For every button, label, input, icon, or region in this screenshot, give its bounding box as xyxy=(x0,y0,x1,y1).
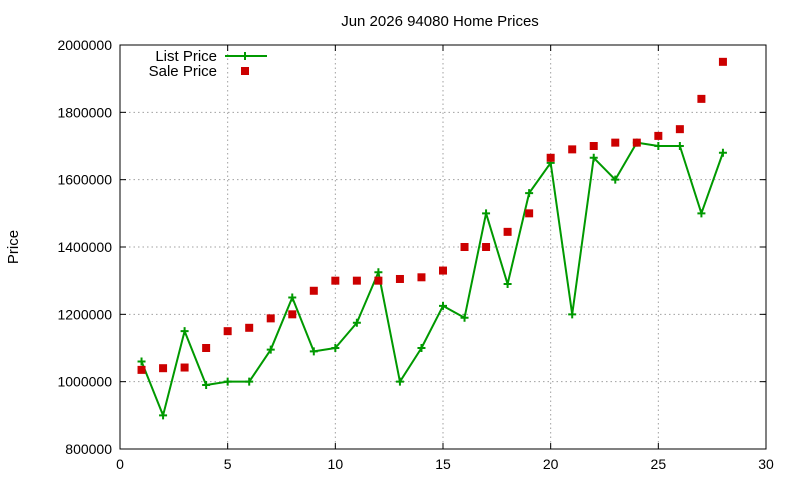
list-price-point xyxy=(331,344,340,352)
list-price-point xyxy=(439,301,447,310)
y-tick-label: 800000 xyxy=(65,441,112,457)
sale-price-point xyxy=(395,274,404,283)
sale-price-point xyxy=(374,276,383,285)
list-price-line xyxy=(140,141,724,417)
sale-price-point xyxy=(525,209,534,218)
series-sale-price xyxy=(137,57,727,374)
y-axis: 800000 1000000 1200000 1400000 1600000 180000… xyxy=(57,37,766,457)
list-price-point xyxy=(395,377,404,386)
y-tick-label: 2000000 xyxy=(57,37,112,53)
y-tick-label: 1400000 xyxy=(57,239,112,255)
list-price-point xyxy=(352,318,361,327)
list-price-point xyxy=(589,153,598,162)
sale-price-point xyxy=(675,125,684,134)
list-price-point xyxy=(417,344,426,352)
x-tick-label: 5 xyxy=(224,456,232,472)
sale-price-point xyxy=(309,286,318,295)
sale-price-point xyxy=(352,276,361,285)
sale-price-point xyxy=(503,227,512,236)
sale-price-point xyxy=(460,243,469,251)
list-price-point xyxy=(180,327,189,336)
list-price-point xyxy=(503,280,512,289)
y-axis-label: Price xyxy=(5,230,22,264)
sale-price-point xyxy=(568,145,577,154)
x-tick-label: 25 xyxy=(651,456,667,472)
sale-price-point xyxy=(202,344,211,352)
list-price-point xyxy=(288,293,297,302)
list-price-point xyxy=(245,377,254,386)
sale-price-point xyxy=(546,153,555,162)
list-price-point xyxy=(374,268,383,277)
sale-price-point xyxy=(288,310,297,319)
list-price-point xyxy=(159,411,168,420)
legend-label-list-price: List Price xyxy=(155,48,217,65)
list-price-point xyxy=(202,381,211,390)
series-list-price xyxy=(137,138,727,420)
sale-price-point xyxy=(697,94,706,103)
sale-price-point xyxy=(589,142,598,150)
sale-price-point xyxy=(611,138,620,147)
sale-price-point xyxy=(482,243,491,251)
grid xyxy=(120,45,766,449)
sale-price-point xyxy=(245,323,254,332)
list-price-point xyxy=(460,313,469,322)
list-price-point xyxy=(525,189,534,198)
y-tick-label: 1000000 xyxy=(57,374,112,390)
x-axis: 0 5 10 15 20 25 30 xyxy=(116,45,774,472)
sale-price-point xyxy=(654,131,663,140)
list-price-point xyxy=(718,148,727,157)
list-price-point xyxy=(137,357,146,366)
x-tick-label: 15 xyxy=(435,456,451,472)
sale-price-point xyxy=(159,364,168,373)
list-price-point xyxy=(309,347,318,356)
sale-price-point xyxy=(439,266,447,275)
sale-price-point xyxy=(266,314,275,323)
x-tick-label: 0 xyxy=(116,456,124,472)
list-price-point xyxy=(611,175,620,184)
list-price-point xyxy=(266,345,275,354)
x-tick-label: 20 xyxy=(543,456,559,472)
list-price-point xyxy=(223,377,232,386)
legend-label-sale-price: Sale Price xyxy=(149,63,217,80)
y-tick-label: 1800000 xyxy=(57,104,112,120)
sale-price-point xyxy=(331,276,340,285)
list-price-point xyxy=(675,142,684,150)
sale-price-point xyxy=(417,273,426,282)
list-price-point xyxy=(482,209,491,218)
y-tick-label: 1200000 xyxy=(57,306,112,322)
legend-marker-sale-price xyxy=(241,67,249,75)
sale-price-point xyxy=(180,363,189,372)
sale-price-point xyxy=(223,327,232,336)
list-price-point xyxy=(654,142,663,150)
list-price-point xyxy=(697,209,706,218)
legend: List Price Sale Price xyxy=(149,48,267,80)
legend-marker-list-price xyxy=(241,52,249,60)
chart-title: Jun 2026 94080 Home Prices xyxy=(341,13,539,30)
sale-price-point xyxy=(137,365,146,374)
sale-price-point xyxy=(632,138,641,147)
list-price-point xyxy=(568,310,577,319)
x-tick-label: 10 xyxy=(328,456,344,472)
x-tick-label: 30 xyxy=(758,456,774,472)
sale-price-point xyxy=(718,57,727,66)
y-tick-label: 1600000 xyxy=(57,172,112,188)
